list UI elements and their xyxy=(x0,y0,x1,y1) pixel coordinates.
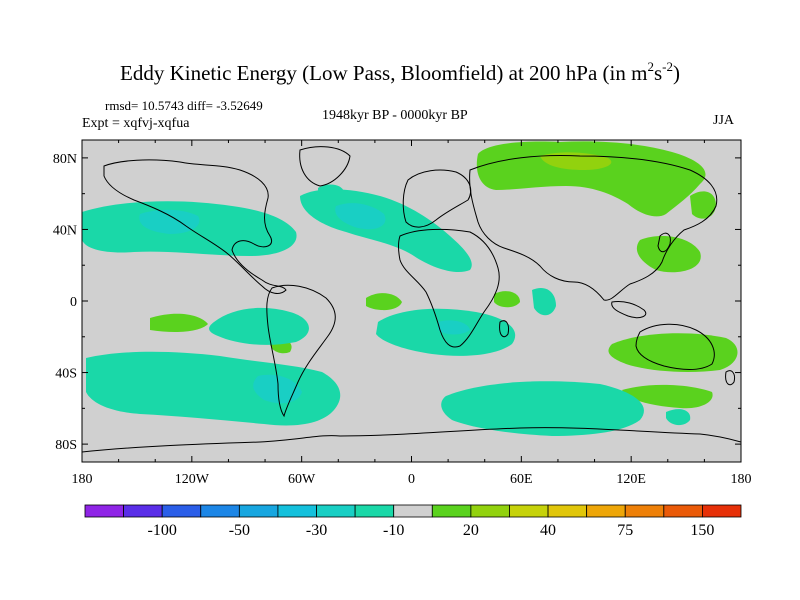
colorbar-box xyxy=(624,504,665,518)
colorbar-label: -10 xyxy=(383,522,404,539)
arctic-positive-field xyxy=(690,191,716,219)
indonesia-coast xyxy=(611,301,647,319)
antarctica-coast xyxy=(82,427,741,453)
season-label: JJA xyxy=(713,113,735,128)
south-america-coast xyxy=(266,284,336,418)
colorbar-label: -30 xyxy=(306,522,327,539)
n-pacific-positive-field xyxy=(636,236,701,273)
colorbar-label: 75 xyxy=(617,522,633,539)
experiment-label: Expt = xqfvj-xqfua xyxy=(82,116,190,131)
period-label: 1948kyr BP - 0000kyr BP xyxy=(322,108,468,123)
colorbar-box xyxy=(431,504,472,518)
colorbar: -100 -50 -30 -10 20 40 75 150 xyxy=(84,504,742,539)
colorbar-box xyxy=(470,504,510,518)
y-tick-label: 0 xyxy=(70,295,77,310)
arabia-positive-field xyxy=(494,291,520,308)
pacific-arc-positive-field xyxy=(622,384,713,409)
colorbar-box xyxy=(354,504,395,518)
colorbar-box xyxy=(238,504,279,518)
colorbar-box xyxy=(509,504,549,518)
japan-coast xyxy=(657,232,671,253)
australia-coast xyxy=(635,323,715,370)
s-indian-negative-field xyxy=(441,381,644,436)
colorbar-box xyxy=(277,504,317,518)
colorbar-box xyxy=(200,504,240,518)
n-atlantic-negative-core xyxy=(335,203,386,230)
colorbar-box xyxy=(663,504,703,518)
new-zealand-coast xyxy=(725,370,735,386)
x-tick-label: 60W xyxy=(288,472,316,487)
southern-ocean-negative-field xyxy=(86,351,341,426)
stats-label: rmsd= 10.5743 diff= -3.52649 xyxy=(105,98,263,113)
x-tick-label: 60E xyxy=(510,472,533,487)
se-asia-negative-field xyxy=(532,287,556,316)
y-tick-label: 40N xyxy=(53,223,77,238)
s-atlantic-negative-core xyxy=(438,320,470,335)
x-tick-label: 180 xyxy=(731,472,752,487)
eurasia-positive-core xyxy=(540,152,612,170)
europe-coast xyxy=(402,169,472,228)
n-america-negative-core xyxy=(139,209,200,234)
north-america-coast xyxy=(103,159,287,294)
y-axis: 80N 40N 0 40S 80S xyxy=(53,152,741,453)
africa-coast xyxy=(398,228,500,348)
colorbar-box xyxy=(393,504,433,518)
colorbar-label: 20 xyxy=(463,522,479,539)
colorbar-box xyxy=(123,504,163,518)
africa-positive-field xyxy=(366,293,402,311)
x-tick-label: 180 xyxy=(72,472,93,487)
greenland-coast xyxy=(299,146,351,187)
map-panel xyxy=(82,140,741,462)
negative-anomaly-fields xyxy=(82,184,691,436)
coastlines xyxy=(82,146,741,453)
colorbar-box xyxy=(547,504,588,518)
y-tick-label: 80N xyxy=(53,152,77,167)
x-tick-label: 120W xyxy=(175,472,210,487)
colorbar-label: -100 xyxy=(148,522,177,539)
x-axis: 180 120W 60W 0 60E 120E 180 xyxy=(72,140,752,487)
madagascar-coast xyxy=(499,320,509,338)
colorbar-box xyxy=(84,504,124,518)
asia-coast xyxy=(469,155,718,301)
colorbar-label: 40 xyxy=(540,522,556,539)
arctic-negative-field xyxy=(318,184,344,197)
colorbar-box xyxy=(702,504,742,518)
australia-negative-field xyxy=(666,409,691,426)
indian-ocean-positive-field xyxy=(608,333,738,372)
tropical-atlantic-negative-field xyxy=(209,307,309,345)
y-tick-label: 40S xyxy=(55,367,77,382)
x-tick-label: 0 xyxy=(408,472,415,487)
colorbar-box xyxy=(161,504,202,518)
s-pacific-positive-field xyxy=(150,313,208,332)
x-tick-label: 120E xyxy=(616,472,646,487)
colorbar-box xyxy=(586,504,626,518)
colorbar-box xyxy=(316,504,356,518)
colorbar-label: 150 xyxy=(690,522,714,539)
y-tick-label: 80S xyxy=(55,438,77,453)
chart-title: Eddy Kinetic Energy (Low Pass, Bloomfiel… xyxy=(120,59,680,85)
colorbar-label: -50 xyxy=(229,522,250,539)
